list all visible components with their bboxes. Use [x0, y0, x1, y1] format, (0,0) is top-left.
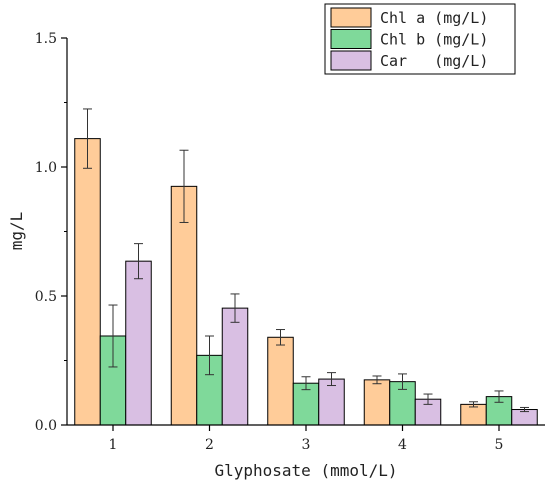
- bar: [318, 378, 345, 426]
- x-tick-label: 4: [398, 437, 407, 453]
- x-tick-label: 3: [302, 437, 311, 453]
- legend-swatch: [330, 7, 372, 28]
- y-tick-label: 0.0: [35, 418, 57, 434]
- y-axis-title: mg/L: [7, 212, 26, 251]
- error-bars-layer: [83, 108, 529, 413]
- legend: Chl a (mg/L) Chl b (mg/L) Car (mg/L): [324, 3, 516, 75]
- x-ticks: 1 2 3 4 5: [109, 425, 504, 453]
- bar: [170, 185, 198, 426]
- y-tick-label: 0.5: [35, 289, 57, 305]
- bar: [460, 403, 487, 426]
- bar: [74, 138, 101, 426]
- y-tick-label: 1.0: [35, 160, 57, 176]
- bar: [125, 260, 152, 426]
- legend-label: Chl b (mg/L): [380, 31, 488, 49]
- x-axis-title: Glyphosate (mmol/L): [214, 461, 397, 480]
- y-tick-label: 1.5: [35, 31, 57, 47]
- x-tick-label: 1: [109, 437, 118, 453]
- y-ticks: 0.0 0.5 1.0 1.5: [35, 31, 67, 434]
- bar: [267, 336, 294, 426]
- x-tick-label: 2: [205, 437, 214, 453]
- bar: [363, 379, 391, 426]
- bar: [221, 307, 249, 426]
- legend-swatch: [330, 29, 372, 49]
- legend-label: Car (mg/L): [380, 52, 488, 70]
- legend-label: Chl a (mg/L): [380, 9, 488, 27]
- x-tick-label: 5: [495, 437, 504, 453]
- legend-swatch: [330, 50, 372, 71]
